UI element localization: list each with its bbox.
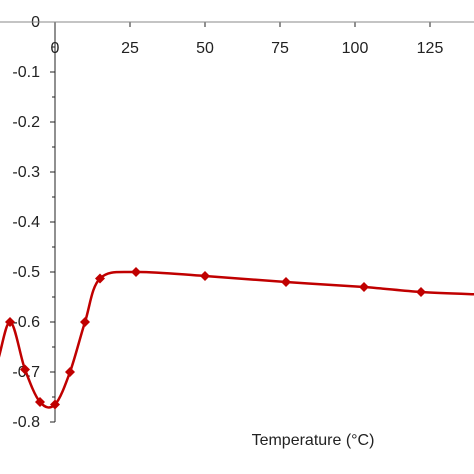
x-tick-label: 50 [196,40,214,57]
x-tick-label: 100 [342,40,369,57]
data-point-marker [35,397,45,407]
series-line [0,270,474,409]
data-point-marker [416,287,426,297]
x-tick-label: 75 [271,40,289,57]
y-tick-label: -0.1 [12,64,40,81]
y-tick-label: -0.2 [12,114,40,131]
x-tick-label: 125 [417,40,444,57]
data-point-marker [80,317,90,327]
data-point-marker [131,267,141,277]
data-point-marker [65,367,75,377]
y-axis: 0-0.1-0.2-0.3-0.4-0.5-0.6-0.7-0.8 [12,14,56,431]
data-point-marker [95,273,105,284]
y-tick-label: -0.3 [12,164,40,181]
y-tick-label: -0.5 [12,264,40,281]
x-axis: 0 25 50 75 100 125 [0,21,474,57]
y-tick-label: -0.4 [12,214,40,231]
data-point-marker [200,271,210,281]
series-group [0,267,474,410]
x-axis-title: Temperature (°C) [252,432,375,449]
data-point-marker [281,277,291,287]
data-point-marker [20,364,30,375]
data-point-marker [5,317,15,327]
y-tick-label: -0.6 [12,314,40,331]
data-point-marker [359,282,369,292]
y-tick-label: -0.8 [12,414,40,431]
x-tick-label: 25 [121,40,139,57]
data-point-marker [50,399,60,410]
x-tick-label: 0 [51,40,60,57]
